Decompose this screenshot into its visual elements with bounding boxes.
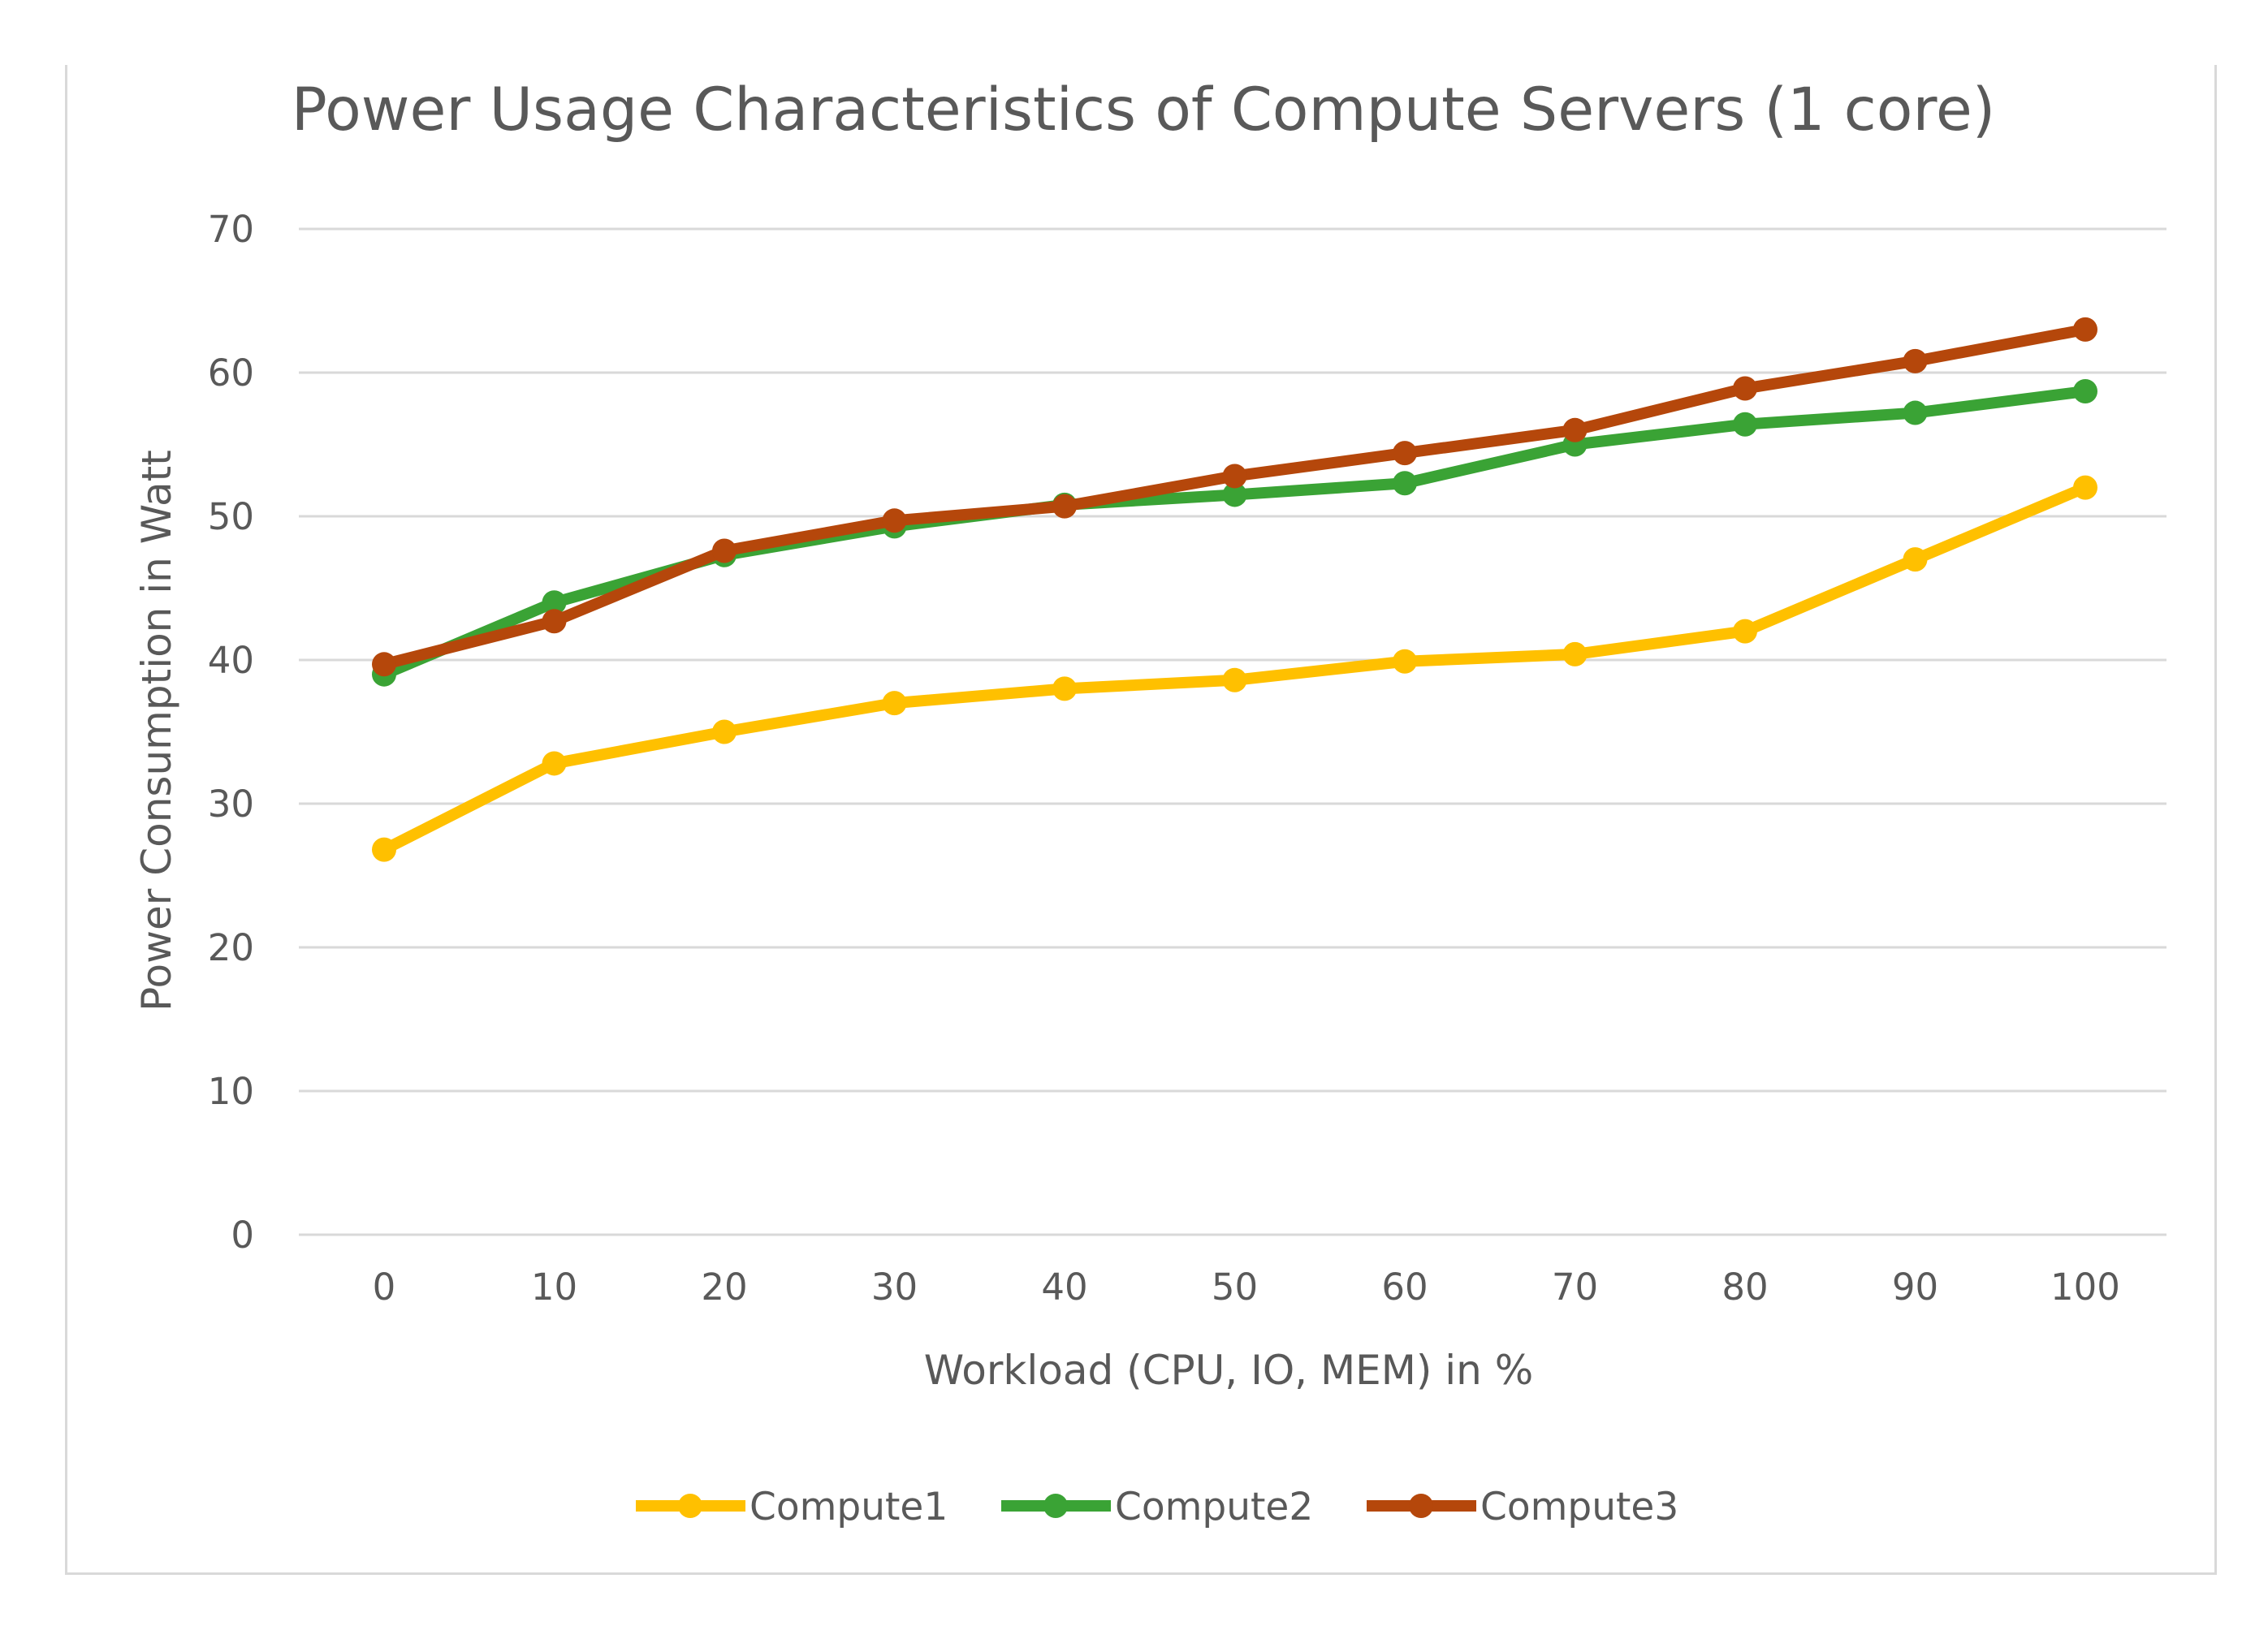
y-tick-label: 20 [208,926,254,969]
data-point-compute3 [1052,494,1077,519]
legend-label-compute2: Compute2 [1115,1485,1313,1529]
chart-title: Power Usage Characteristics of Compute S… [292,75,1996,144]
x-tick-label: 80 [1722,1266,1768,1309]
legend-marker-compute2 [1043,1494,1068,1518]
data-point-compute1 [882,691,907,716]
data-point-compute1 [1052,676,1077,701]
legend-item-compute3: Compute3 [1367,1485,1678,1529]
data-point-compute1 [1733,619,1757,644]
data-point-compute1 [542,751,567,776]
data-point-compute3 [1393,441,1417,466]
data-point-compute1 [1903,547,1928,572]
y-tick-label: 50 [208,495,254,538]
data-point-compute1 [1562,641,1588,666]
data-point-compute3 [1733,376,1757,401]
line-chart: Power Usage Characteristics of Compute S… [133,75,2166,1529]
data-point-compute3 [1562,417,1588,442]
y-tick-label: 60 [208,352,254,395]
series-compute1 [372,475,2097,862]
x-tick-label: 90 [1892,1266,1938,1309]
x-tick-label: 60 [1381,1266,1428,1309]
gridlines [299,227,2166,1236]
x-tick-label: 0 [373,1266,396,1309]
data-point-compute3 [542,609,567,634]
y-tick-label: 30 [208,783,254,826]
data-point-compute1 [2073,475,2097,500]
y-tick-label: 40 [208,639,254,682]
data-point-compute2 [1222,482,1247,507]
data-point-compute2 [2073,379,2097,404]
x-axis-title: Workload (CPU, IO, MEM) in % [924,1347,1533,1394]
legend-marker-compute1 [678,1494,702,1518]
y-tick-label: 70 [208,208,254,251]
chart-frame: Power Usage Characteristics of Compute S… [65,65,2217,1575]
legend-label-compute3: Compute3 [1480,1485,1678,1529]
x-axis-tick-labels: 0 10 20 30 40 50 60 70 80 90 100 [373,1266,2120,1309]
y-axis-tick-labels: 0 10 20 30 40 50 60 70 [208,208,254,1257]
x-tick-label: 40 [1041,1266,1087,1309]
data-point-compute2 [1733,412,1757,437]
x-tick-label: 20 [701,1266,747,1309]
legend-item-compute2: Compute2 [1001,1485,1313,1529]
data-point-compute2 [1393,471,1417,496]
y-tick-label: 0 [231,1214,254,1257]
series-line-compute2 [378,386,2091,680]
data-point-compute3 [1222,464,1247,489]
data-point-compute3 [1903,348,1928,373]
x-tick-label: 30 [871,1266,918,1309]
y-tick-label: 10 [208,1070,254,1113]
data-point-compute1 [1393,649,1417,674]
data-point-compute1 [372,837,396,862]
data-point-compute2 [542,590,567,615]
series-lines [372,317,2097,862]
data-point-compute1 [712,719,737,744]
series-compute3 [372,317,2097,677]
data-point-compute3 [2073,317,2097,342]
y-axis-title: Power Consumption in Watt [133,450,180,1011]
legend-item-compute1: Compute1 [636,1485,948,1529]
data-point-compute2 [1903,400,1928,425]
legend: Compute1 Compute2 Compute3 [636,1485,1678,1529]
x-tick-label: 70 [1552,1266,1598,1309]
data-point-compute3 [882,508,907,533]
legend-label-compute1: Compute1 [750,1485,948,1529]
data-point-compute3 [712,538,737,563]
x-tick-label: 50 [1212,1266,1258,1309]
data-point-compute3 [372,652,396,677]
data-point-compute1 [1222,667,1247,692]
legend-marker-compute3 [1409,1494,1433,1518]
x-tick-label: 10 [531,1266,577,1309]
x-tick-label: 100 [2050,1266,2120,1309]
series-compute2 [372,379,2097,687]
